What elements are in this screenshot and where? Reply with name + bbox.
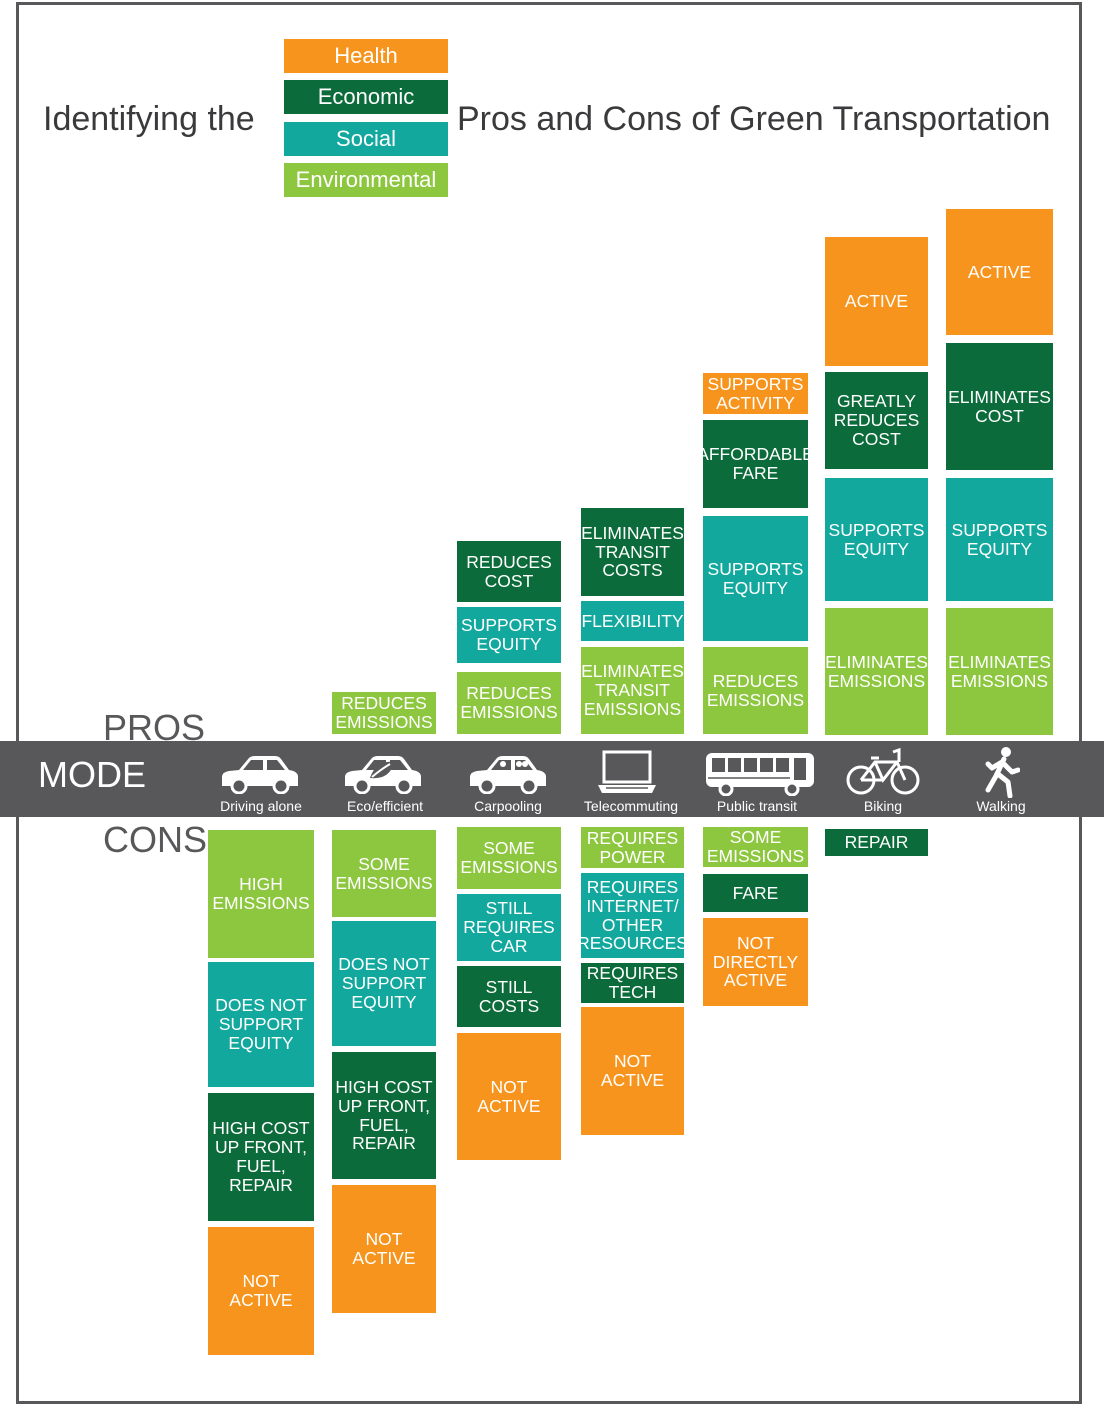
cons-block-environmental: SOME EMISSIONS <box>703 827 808 867</box>
pros-block-economic: GREATLY REDUCES COST <box>825 372 928 469</box>
legend-social: Social <box>284 122 448 156</box>
cons-block-health: NOT ACTIVE <box>581 1007 684 1135</box>
pros-block-environmental: REDUCES EMISSIONS <box>332 692 436 734</box>
bicycle-icon <box>846 747 920 795</box>
pros-block-economic: ELIMINATES COST <box>946 343 1053 470</box>
mode-label-public-transit: Public transit <box>716 798 798 814</box>
pros-block-environmental: ELIMINATES EMISSIONS <box>825 608 928 735</box>
mode-label-telecommuting: Telecommuting <box>583 798 679 814</box>
cons-block-social: DOES NOT SUPPORT EQUITY <box>332 921 436 1046</box>
pros-block-health: ACTIVE <box>946 209 1053 335</box>
cons-block-environmental: SOME EMISSIONS <box>457 827 561 889</box>
bus-icon <box>706 753 814 796</box>
pros-block-social: SUPPORTS EQUITY <box>457 607 561 663</box>
cons-block-economic: REQUIRES TECH <box>581 963 684 1003</box>
mode-label: MODE <box>38 754 146 795</box>
cons-block-environmental: REQUIRES POWER <box>581 827 684 868</box>
title-left: Identifying the <box>43 100 255 138</box>
legend-economic: Economic <box>284 80 448 114</box>
cons-block-health: NOT ACTIVE <box>332 1185 436 1313</box>
pros-block-health: ACTIVE <box>825 237 928 366</box>
eco-car-icon <box>345 756 421 794</box>
walking-person-icon <box>985 747 1020 798</box>
cons-block-health: NOT ACTIVE <box>457 1033 561 1160</box>
cons-block-economic: FARE <box>703 874 808 912</box>
legend-environmental: Environmental <box>284 163 448 197</box>
mode-label-driving-alone: Driving alone <box>220 798 302 814</box>
legend-health: Health <box>284 39 448 73</box>
pros-block-economic: ELIMINATES TRANSIT COSTS <box>581 508 684 596</box>
pros-block-economic: AFFORDABLE FARE <box>697 420 814 508</box>
mode-label-walking: Walking <box>976 798 1026 814</box>
mode-label-biking: Biking <box>863 798 903 814</box>
cons-label: CONS <box>103 819 208 860</box>
pros-block-social: SUPPORTS EQUITY <box>946 478 1053 601</box>
pros-block-health: SUPPORTS ACTIVITY <box>703 373 808 414</box>
pros-block-environmental: ELIMINATES TRANSIT EMISSIONS <box>581 647 684 734</box>
cons-block-economic: STILL COSTS <box>457 966 561 1027</box>
cons-block-social: REQUIRES INTERNET/ OTHER RESOURCES <box>577 873 688 958</box>
title-right: Pros and Cons of Green Transportation <box>457 100 1051 138</box>
mode-label-eco-efficient: Eco/efficient <box>346 798 423 814</box>
pros-block-environmental: ELIMINATES EMISSIONS <box>946 608 1053 735</box>
cons-block-social: STILL REQUIRES CAR <box>457 894 561 961</box>
pros-block-social: FLEXIBILITY <box>581 601 684 641</box>
outer-frame <box>16 2 1082 1404</box>
laptop-icon <box>598 750 656 793</box>
pros-block-economic: REDUCES COST <box>457 541 561 602</box>
cons-block-economic: HIGH COST UP FRONT, FUEL, REPAIR <box>208 1093 314 1221</box>
cons-block-environmental: HIGH EMISSIONS <box>208 830 314 958</box>
cons-block-economic: REPAIR <box>825 829 928 856</box>
car-icon <box>222 756 298 794</box>
cons-block-social: DOES NOT SUPPORT EQUITY <box>208 962 314 1087</box>
pros-block-environmental: REDUCES EMISSIONS <box>457 672 561 734</box>
mode-label-carpooling: Carpooling <box>474 798 542 814</box>
carpool-car-icon <box>470 756 546 794</box>
cons-block-environmental: SOME EMISSIONS <box>332 830 436 917</box>
pros-label: PROS <box>103 707 206 748</box>
pros-block-environmental: REDUCES EMISSIONS <box>703 647 808 734</box>
mode-band <box>0 741 1104 817</box>
cons-block-economic: HIGH COST UP FRONT, FUEL, REPAIR <box>332 1052 436 1179</box>
cons-block-health: NOT ACTIVE <box>208 1227 314 1355</box>
cons-block-health: NOT DIRECTLY ACTIVE <box>703 918 808 1006</box>
pros-block-social: SUPPORTS EQUITY <box>825 478 928 601</box>
pros-block-social: SUPPORTS EQUITY <box>703 516 808 641</box>
